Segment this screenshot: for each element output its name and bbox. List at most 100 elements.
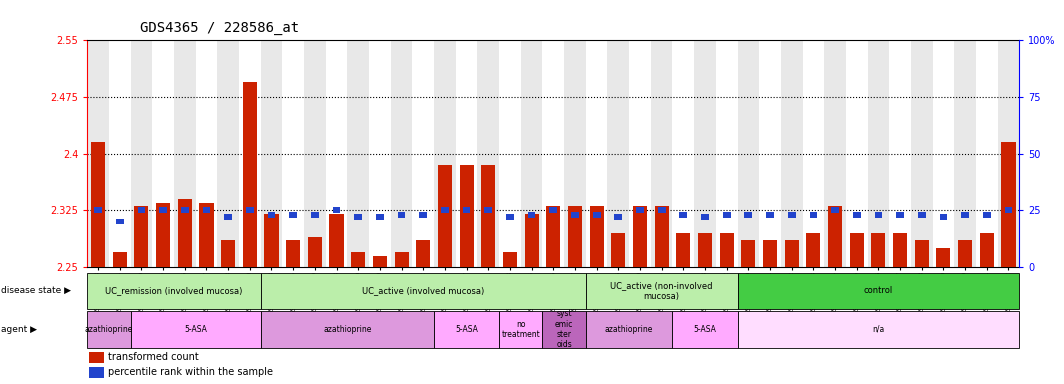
- Bar: [654, 207, 668, 267]
- Bar: [239, 40, 261, 267]
- Bar: [478, 40, 499, 267]
- Bar: [460, 165, 473, 267]
- Bar: [330, 214, 344, 267]
- Bar: [261, 311, 434, 348]
- Bar: [680, 212, 687, 218]
- Text: UC_active (involved mucosa): UC_active (involved mucosa): [362, 286, 484, 295]
- Bar: [520, 40, 543, 267]
- Bar: [87, 311, 131, 348]
- Bar: [131, 311, 261, 348]
- Bar: [875, 212, 882, 218]
- Bar: [867, 40, 890, 267]
- Bar: [983, 212, 991, 218]
- Text: agent ▶: agent ▶: [1, 325, 37, 334]
- Bar: [87, 273, 261, 309]
- Bar: [958, 240, 972, 267]
- Bar: [109, 40, 131, 267]
- Bar: [304, 40, 326, 267]
- Text: 5-ASA: 5-ASA: [694, 325, 716, 334]
- Bar: [677, 233, 691, 267]
- Bar: [742, 240, 755, 267]
- Bar: [1004, 207, 1012, 213]
- Bar: [810, 212, 817, 218]
- Bar: [787, 212, 796, 218]
- Bar: [893, 233, 908, 267]
- Bar: [766, 212, 774, 218]
- Bar: [347, 40, 369, 267]
- Bar: [434, 40, 455, 267]
- Bar: [589, 207, 603, 267]
- Bar: [525, 214, 538, 267]
- Bar: [614, 214, 622, 220]
- Bar: [199, 203, 214, 267]
- Bar: [651, 40, 672, 267]
- Bar: [781, 40, 802, 267]
- Bar: [416, 240, 430, 267]
- Bar: [825, 40, 846, 267]
- Bar: [181, 207, 188, 213]
- Bar: [633, 207, 647, 267]
- Bar: [586, 273, 737, 309]
- Bar: [152, 40, 173, 267]
- Bar: [658, 207, 666, 213]
- Bar: [608, 40, 629, 267]
- Text: syst
emic
ster
oids: syst emic ster oids: [555, 309, 573, 349]
- Bar: [546, 207, 561, 267]
- Bar: [672, 40, 694, 267]
- Bar: [221, 240, 235, 267]
- Text: 5-ASA: 5-ASA: [184, 325, 207, 334]
- Bar: [745, 212, 752, 218]
- Bar: [499, 40, 520, 267]
- Bar: [289, 212, 297, 218]
- Bar: [286, 240, 300, 267]
- Bar: [307, 237, 322, 267]
- Bar: [890, 40, 911, 267]
- Text: percentile rank within the sample: percentile rank within the sample: [107, 367, 272, 377]
- Bar: [636, 207, 644, 213]
- Text: disease state ▶: disease state ▶: [1, 286, 71, 295]
- Bar: [463, 207, 470, 213]
- Bar: [506, 214, 514, 220]
- Bar: [936, 248, 950, 267]
- Bar: [918, 212, 926, 218]
- Bar: [398, 212, 405, 218]
- Bar: [173, 40, 196, 267]
- Bar: [976, 40, 998, 267]
- Bar: [156, 203, 170, 267]
- Bar: [134, 207, 149, 267]
- Bar: [737, 273, 1019, 309]
- Text: 5-ASA: 5-ASA: [455, 325, 478, 334]
- Bar: [434, 311, 499, 348]
- Bar: [571, 212, 579, 218]
- Text: no
treatment: no treatment: [501, 319, 541, 339]
- Bar: [243, 82, 256, 267]
- Bar: [586, 311, 672, 348]
- Bar: [390, 40, 413, 267]
- Bar: [499, 311, 543, 348]
- Bar: [351, 252, 365, 267]
- Bar: [92, 142, 105, 267]
- Bar: [265, 214, 279, 267]
- Bar: [543, 311, 586, 348]
- Bar: [961, 212, 969, 218]
- Bar: [549, 207, 558, 213]
- Bar: [246, 207, 253, 213]
- Bar: [611, 233, 626, 267]
- Bar: [564, 40, 586, 267]
- Bar: [261, 40, 282, 267]
- Bar: [87, 40, 109, 267]
- Bar: [737, 40, 760, 267]
- Bar: [333, 207, 340, 213]
- Bar: [629, 40, 651, 267]
- Bar: [722, 212, 731, 218]
- Bar: [896, 212, 904, 218]
- Bar: [828, 207, 842, 267]
- Bar: [202, 207, 211, 213]
- Bar: [719, 233, 734, 267]
- Text: control: control: [864, 286, 893, 295]
- Bar: [807, 233, 820, 267]
- Bar: [701, 214, 709, 220]
- Bar: [528, 212, 535, 218]
- Bar: [737, 311, 1019, 348]
- Bar: [326, 40, 347, 267]
